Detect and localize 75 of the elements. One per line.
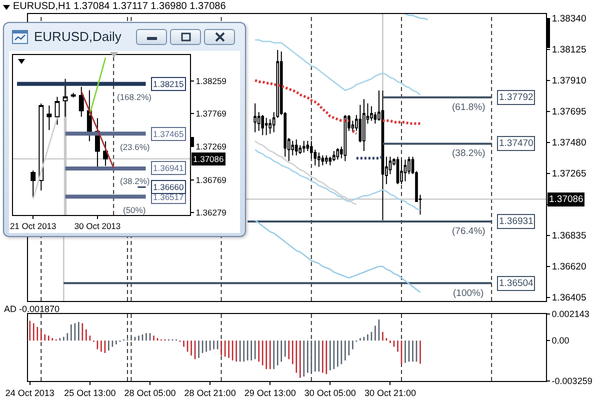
x-tick-label: 30 Oct 21:00 [364,388,416,398]
candlestick [254,102,257,133]
candlestick [336,148,340,160]
y-tick-label: 1.37695 [552,106,586,118]
candlestick [38,102,44,191]
chart-title: EURUSD,Daily [34,29,122,45]
candlestick [332,150,336,162]
candlestick [370,106,373,122]
candlestick [54,96,60,126]
y-tick-label: 1.36835 [552,230,586,242]
y-tick-label: 0.00 [552,336,570,346]
chart-title: AD -0.001870 [4,304,60,314]
candlestick [261,114,264,136]
candlestick [294,138,298,156]
x-tick-label: 24 Oct 2013 [5,388,54,398]
candlestick [264,117,268,136]
y-tick-label: 1.38259 [196,76,227,86]
x-tick-label: 28 Oct 21:00 [184,388,236,398]
data-label: 1.37792 [499,92,534,103]
y-tick-label: 1.36620 [552,262,586,273]
annotation: (38.2%) [452,148,486,159]
annotation: (76.4%) [452,226,486,237]
x-tick-label: 25 Oct 13:00 [64,388,116,398]
line-series [254,140,358,206]
candlestick [78,86,84,118]
y-tick-label: 1.36279 [196,207,227,218]
x-tick-label: 21 Oct 2013 [10,221,57,232]
ref-line-label: 1.37086 [549,194,584,205]
y-tick-label: 1.37265 [552,168,586,180]
line-series [254,39,421,96]
annotation: (168.2%) [117,92,152,102]
candlestick [30,170,36,198]
annotation: (100%) [453,288,484,299]
line-series [254,148,421,211]
x-tick-label: 28 Oct 05:00 [124,388,176,398]
line-series [254,220,421,294]
line-series [80,90,114,169]
y-tick-label: 1.37769 [196,108,227,118]
annotation: (38.2%) [120,176,150,186]
y-tick-label: 1.38340 [552,14,586,25]
y-tick-label: -0.003259 [552,376,592,386]
y-tick-label: 0.002143 [552,309,590,320]
ref-line-label: 1.37086 [193,154,224,164]
x-tick-label: 30 Oct 05:00 [304,388,356,398]
candlestick [103,140,108,166]
candlestick [317,152,320,168]
data-label: 1.37470 [499,138,534,149]
data-label: 1.36660 [153,182,184,192]
candlestick [362,98,366,152]
data-label: 1.36504 [499,278,534,289]
annotation: (50%) [123,205,146,215]
y-tick-label: 1.37910 [552,76,586,87]
candlestick [324,154,328,164]
data-label: 1.37465 [153,129,184,139]
data-label: 1.38215 [153,79,184,89]
candlestick [302,140,306,153]
annotation: (61.8%) [452,102,486,113]
chart-title: EURUSD,H1 1.37084 1.37117 1.36980 1.37086 [13,1,226,13]
x-tick-label: 29 Oct 13:00 [244,388,296,398]
line-series [32,116,58,200]
data-label: 1.36931 [499,216,534,227]
data-label: 1.36941 [153,163,184,173]
candlestick [86,90,92,142]
y-tick-label: 1.36769 [196,174,227,185]
y-tick-label: 1.38125 [552,44,586,56]
candlestick [321,154,324,166]
candlestick [46,104,52,131]
data-label: 1.36517 [153,192,184,202]
y-tick-label: 1.36405 [552,292,586,304]
candlestick [404,159,407,182]
candlestick [62,78,68,118]
x-tick-label: 30 Oct 2013 [74,221,121,232]
y-tick-label: 1.37480 [552,138,586,149]
annotation: (23.6%) [120,142,150,152]
y-tick-label: 1.37269 [196,142,227,152]
